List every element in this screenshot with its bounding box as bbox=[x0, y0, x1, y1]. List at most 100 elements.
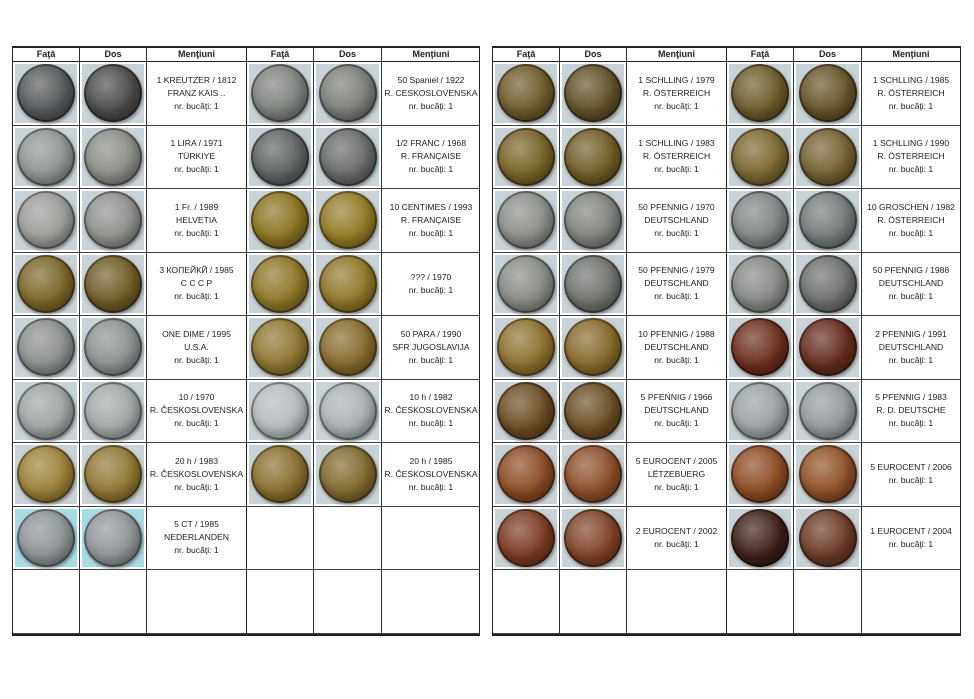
coin-photo-back bbox=[82, 191, 144, 250]
description-line: nr. bucăţi: 1 bbox=[654, 481, 699, 492]
coin-back-cell bbox=[80, 62, 147, 126]
description-line: nr. bucăţi: 1 bbox=[408, 284, 454, 295]
coin-front-image bbox=[251, 64, 309, 123]
coin-photo-front bbox=[249, 64, 311, 123]
column-header: Faţă bbox=[493, 48, 560, 62]
coin-front-cell bbox=[727, 443, 794, 507]
coin-front-image bbox=[251, 254, 309, 313]
coin-front-cell bbox=[247, 443, 314, 507]
description-line: R. ÖSTERREICH bbox=[642, 151, 711, 162]
coin-back-image bbox=[84, 381, 142, 440]
coin-front-cell bbox=[493, 189, 560, 253]
coin-front-image bbox=[731, 254, 789, 313]
description-line: 1 LIRA / 1971 bbox=[170, 138, 223, 149]
description-line: nr. bucăţi: 1 bbox=[654, 354, 699, 365]
coin-front-image bbox=[497, 191, 555, 250]
coin-front-cell bbox=[493, 125, 560, 189]
coin-back-image bbox=[84, 508, 142, 567]
description-line: NEDERLANDEN bbox=[164, 532, 229, 543]
coin-photo-front bbox=[729, 64, 791, 123]
description-line: nr. bucăţi: 1 bbox=[408, 354, 454, 365]
coin-description: 10 GROSCHEN / 1982 R. ÖSTERREICH nr. bucăţ… bbox=[862, 189, 960, 253]
description-line: nr. bucăţi: 1 bbox=[888, 291, 934, 302]
coin-front-cell bbox=[247, 252, 314, 316]
coin-back-image bbox=[798, 381, 857, 440]
coin-photo-front bbox=[15, 64, 77, 123]
coin-back-cell bbox=[314, 252, 382, 316]
coin-back-cell bbox=[314, 316, 382, 380]
coin-back-image bbox=[798, 191, 857, 250]
coin-back-image bbox=[84, 127, 142, 186]
coin-front-image bbox=[17, 445, 75, 504]
description-line: 1 EUROCENT / 2004 bbox=[870, 525, 952, 536]
coin-back-cell bbox=[794, 189, 862, 253]
coin-front-image bbox=[251, 445, 309, 504]
coin-photo-back bbox=[562, 508, 624, 567]
coin-front-image bbox=[497, 127, 555, 186]
description-line: DEUTSCHLAND bbox=[644, 341, 709, 352]
column-header: Dos bbox=[314, 48, 382, 62]
coin-photo-back bbox=[796, 64, 859, 123]
description-line: 5 EUROCENT / 2006 bbox=[870, 462, 952, 473]
description-line: nr. bucăţi: 1 bbox=[174, 164, 219, 175]
description-line: 1 KREUTZER / 1812 bbox=[156, 74, 237, 85]
description-line: R. ÖSTERREICH bbox=[877, 214, 945, 225]
coin-description bbox=[627, 570, 727, 634]
description-line: 1 SCHLLING / 1990 bbox=[872, 138, 950, 149]
coin-front-image bbox=[497, 254, 555, 313]
coin-back-image bbox=[564, 318, 622, 377]
coin-front-cell bbox=[493, 506, 560, 570]
coin-back-image bbox=[84, 445, 142, 504]
description-line: nr. bucăţi: 1 bbox=[174, 481, 219, 492]
coin-photo-front bbox=[15, 445, 77, 504]
coin-photo-front bbox=[729, 127, 791, 186]
coin-photo-back bbox=[562, 381, 624, 440]
coin-description: 5 EUROCENT / 2006 nr. bucăţi: 1 bbox=[862, 443, 960, 507]
description-line: 50 PARA / 1990 bbox=[400, 328, 462, 339]
description-line: 10 / 1970 bbox=[178, 392, 215, 403]
coin-photo-back bbox=[82, 127, 144, 186]
description-line: nr. bucăţi: 1 bbox=[408, 481, 454, 492]
coin-photo-back bbox=[562, 445, 624, 504]
coin-front-cell bbox=[247, 570, 314, 634]
coin-front-cell bbox=[727, 252, 794, 316]
column-header: Menţiuni bbox=[147, 48, 247, 62]
coin-front-image bbox=[17, 191, 75, 250]
description-line: DEUTSCHLAND bbox=[644, 214, 709, 225]
coin-photo-front bbox=[15, 191, 77, 250]
coin-photo-front bbox=[729, 318, 791, 377]
coin-photo-back bbox=[82, 508, 144, 567]
coin-front-image bbox=[17, 64, 75, 123]
coin-photo-front bbox=[495, 381, 557, 440]
coin-back-image bbox=[798, 445, 857, 504]
coin-photo-back bbox=[82, 381, 144, 440]
coin-photo-back bbox=[796, 508, 859, 567]
description-line: 10 CENTIMES / 1993 bbox=[389, 201, 473, 212]
coin-photo-back bbox=[82, 64, 144, 123]
coin-back-image bbox=[564, 508, 622, 567]
coin-photo-back bbox=[316, 254, 379, 313]
coin-back-cell bbox=[80, 316, 147, 380]
coin-front-image bbox=[731, 191, 789, 250]
coin-description: 1 Fr. / 1989 HELVETIA nr. bucăţi: 1 bbox=[147, 189, 247, 253]
coin-photo-front bbox=[729, 508, 791, 567]
coin-front-cell bbox=[493, 252, 560, 316]
description-line: TÜRKIYE bbox=[177, 151, 216, 162]
column-header: Faţă bbox=[727, 48, 794, 62]
coin-photo-back bbox=[796, 127, 859, 186]
coin-front-image bbox=[731, 445, 789, 504]
coin-photo-front bbox=[15, 127, 77, 186]
coin-front-image bbox=[731, 318, 789, 377]
coin-back-image bbox=[318, 318, 377, 377]
coin-back-cell bbox=[560, 125, 627, 189]
description-line: 3 КОПЕЙКЙ / 1985 bbox=[159, 265, 234, 276]
coin-photo-back bbox=[562, 64, 624, 123]
coin-front-cell bbox=[247, 316, 314, 380]
description-line: nr. bucăţi: 1 bbox=[654, 291, 699, 302]
coin-photo-back bbox=[316, 127, 379, 186]
coin-front-cell bbox=[13, 379, 80, 443]
coin-front-image bbox=[731, 64, 789, 123]
coin-photo-back bbox=[796, 445, 859, 504]
coin-description: 10 CENTIMES / 1993 R. FRANÇAISE nr. bucăţi… bbox=[382, 189, 480, 253]
coin-description: 10 PFENNIG / 1988 DEUTSCHLAND nr. bucăţi: … bbox=[627, 316, 727, 380]
